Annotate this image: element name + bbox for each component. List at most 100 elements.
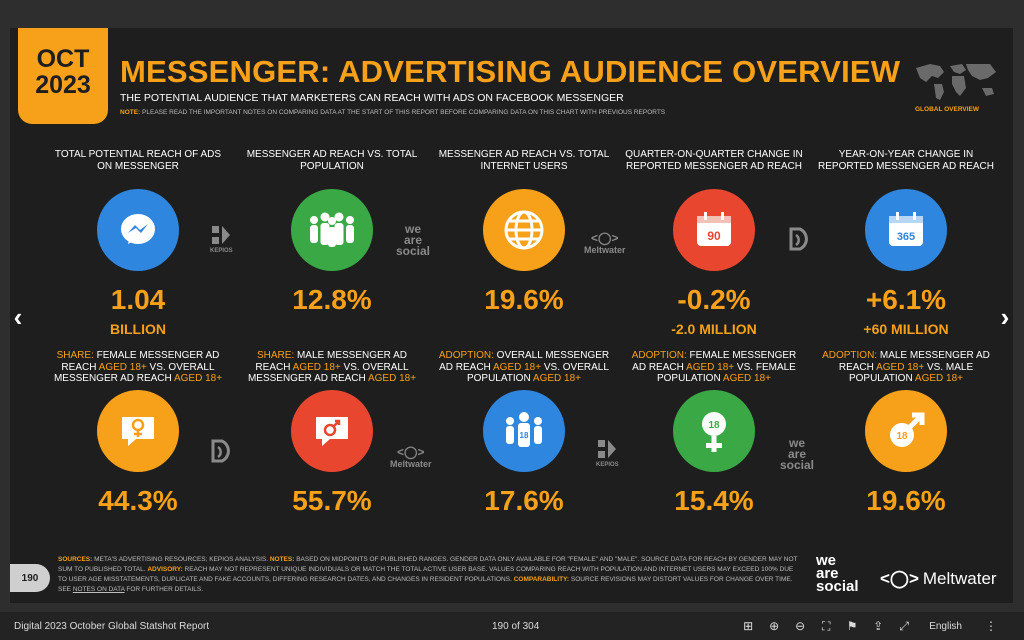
label-part: vs. FEMALE POPULATION bbox=[656, 361, 796, 385]
logo-we: we bbox=[816, 552, 837, 569]
meltwater-icon: <◯> bbox=[591, 231, 619, 245]
globe-icon bbox=[483, 189, 565, 271]
label-age: AGED 18+ bbox=[686, 361, 735, 373]
female-18-icon: 18 bbox=[673, 390, 755, 472]
label-age: AGED 18+ bbox=[292, 361, 341, 373]
kpi-vs-internet-users: MESSENGER AD REACH vs. TOTAL INTERNET US… bbox=[434, 149, 614, 315]
footer-label: COMPARABILITY: bbox=[513, 576, 570, 583]
label-age: AGED 18+ bbox=[367, 373, 417, 384]
messenger-icon bbox=[97, 189, 179, 271]
meltwater-logo: <◯> Meltwater bbox=[390, 445, 432, 469]
logo-we: we bbox=[405, 222, 422, 236]
kpi-value: 15.4% bbox=[674, 485, 754, 516]
we-are-social-brand: we are social bbox=[816, 552, 859, 595]
kpi-value: +6.1% bbox=[865, 284, 947, 315]
label-part: vs. OVERALL MESSENGER AD REACH bbox=[247, 361, 409, 385]
label-age: AGED 18+ bbox=[532, 373, 582, 384]
page-number-badge: 190 bbox=[10, 564, 50, 592]
people-icon bbox=[291, 189, 373, 271]
kpi-label: SHARE: FEMALE MESSENGER AD REACH AGED 18… bbox=[48, 350, 228, 390]
kpi-value: 12.8% bbox=[292, 284, 372, 315]
kpi-value: 44.3% bbox=[98, 485, 178, 516]
meltwater-text: Meltwater bbox=[922, 569, 997, 588]
calendar-number: 365 bbox=[897, 231, 915, 243]
female-chat-icon bbox=[97, 390, 179, 472]
label-prefix: ADOPTION: bbox=[438, 350, 494, 361]
calendar-365-icon: 365 bbox=[865, 189, 947, 271]
prev-slide-arrow-icon[interactable]: ‹ bbox=[13, 302, 23, 332]
slide-title: MESSENGER: ADVERTISING AUDIENCE OVERVIEW bbox=[120, 54, 901, 89]
male-18-icon: 18 bbox=[865, 390, 947, 472]
date-badge: OCT 2023 bbox=[18, 28, 108, 124]
kpi-label: ADOPTION: OVERALL MESSENGER AD REACH AGE… bbox=[434, 350, 614, 390]
meltwater-logo: <◯> Meltwater bbox=[584, 231, 626, 255]
datareportal-icon bbox=[788, 226, 814, 257]
label-prefix: ADOPTION: bbox=[631, 350, 687, 361]
kpi-vs-population: MESSENGER AD REACH vs. TOTAL POPULATION … bbox=[242, 149, 422, 315]
note-label: NOTE: bbox=[120, 109, 141, 116]
footer-label: ADVISORY: bbox=[147, 566, 183, 573]
kpi-value: 55.7% bbox=[292, 485, 372, 516]
kpi-label: ADOPTION: MALE MESSENGER AD REACH AGED 1… bbox=[816, 350, 996, 390]
label-part: vs. MALE POPULATION bbox=[848, 361, 974, 385]
language-selector[interactable]: English bbox=[929, 620, 962, 632]
meltwater-text: Meltwater bbox=[390, 459, 432, 469]
we-are-social-logo: we are social bbox=[396, 222, 430, 257]
world-map-icon bbox=[916, 64, 996, 100]
meltwater-text: Meltwater bbox=[584, 245, 626, 255]
document-title: Digital 2023 October Global Statshot Rep… bbox=[14, 621, 210, 632]
grid-view-icon[interactable]: ⊞ bbox=[743, 619, 754, 633]
label-age: AGED 18+ bbox=[876, 361, 925, 373]
footer-text: SOURCE REVISIONS MAY DISTORT VALUES FOR … bbox=[58, 576, 793, 593]
label-part: MALE MESSENGER AD REACH bbox=[255, 350, 408, 373]
label-prefix: ADOPTION: bbox=[822, 350, 878, 361]
label-part: FEMALE MESSENGER AD REACH bbox=[61, 350, 220, 373]
share-icon[interactable]: ⇪ bbox=[873, 619, 884, 633]
kpi-value: 19.6% bbox=[484, 284, 564, 315]
label-age: AGED 18+ bbox=[493, 361, 542, 373]
label-part: MALE MESSENGER AD REACH bbox=[838, 350, 990, 373]
viewer-toolbar: Digital 2023 October Global Statshot Rep… bbox=[0, 612, 1024, 640]
notes-on-data-link[interactable]: NOTES ON DATA bbox=[72, 586, 125, 593]
kepios-text: KEPIOS bbox=[210, 248, 233, 254]
kpi-sub: +60 MILLION bbox=[863, 321, 949, 337]
kpi-value: -0.2% bbox=[677, 284, 751, 315]
we-are-social-logo: we are social bbox=[780, 436, 815, 472]
label-prefix: SHARE: bbox=[56, 350, 94, 361]
kepios-logo: KEPIOS bbox=[210, 224, 233, 254]
label-part: vs. OVERALL POPULATION bbox=[466, 361, 609, 385]
fullscreen-icon[interactable]: ⤢ bbox=[899, 619, 909, 633]
more-options-icon[interactable]: ⋮ bbox=[985, 619, 997, 633]
age-number: 18 bbox=[896, 431, 908, 442]
global-overview-label: GLOBAL OVERVIEW bbox=[915, 106, 980, 113]
footer-text: META'S ADVERTISING RESOURCES; KEPIOS ANA… bbox=[92, 556, 270, 563]
logo-are: are bbox=[404, 233, 423, 247]
logo-we: we bbox=[789, 436, 806, 450]
bookmark-icon[interactable]: ⚑ bbox=[846, 619, 858, 633]
kpi-label: TOTAL POTENTIAL REACH OF ADS ON MESSENGE… bbox=[54, 149, 222, 172]
kpi-female-adoption: ADOPTION: FEMALE MESSENGER AD REACH AGED… bbox=[624, 350, 804, 516]
kpi-value: 17.6% bbox=[484, 485, 564, 516]
date-year: 2023 bbox=[35, 71, 91, 99]
footer-text: BASED ON MIDPOINTS OF PUBLISHED RANGES. … bbox=[58, 556, 798, 573]
zoom-out-icon[interactable]: ⊖ bbox=[795, 619, 806, 633]
next-slide-arrow-icon[interactable]: › bbox=[1000, 302, 1010, 332]
logo-social: social bbox=[780, 458, 815, 472]
kpi-label: MESSENGER AD REACH vs. TOTAL POPULATION bbox=[246, 149, 418, 172]
zoom-in-icon[interactable]: ⊕ bbox=[769, 619, 780, 633]
kpi-total-reach: TOTAL POTENTIAL REACH OF ADS ON MESSENGE… bbox=[48, 149, 228, 337]
male-chat-icon bbox=[291, 390, 373, 472]
logo-social: social bbox=[816, 578, 859, 595]
slide: OCT 2023 MESSENGER: ADVERTISING AUDIENCE… bbox=[10, 28, 1013, 603]
slide-footer: SOURCES: META'S ADVERTISING RESOURCES; K… bbox=[58, 555, 798, 595]
kpi-sub: BILLION bbox=[110, 321, 166, 337]
label-age: AGED 18+ bbox=[722, 373, 772, 384]
footer-label: NOTES: bbox=[269, 556, 295, 563]
kpi-sub: -2.0 MILLION bbox=[671, 321, 757, 337]
kpi-label: SHARE: MALE MESSENGER AD REACH AGED 18+ … bbox=[242, 350, 422, 390]
fit-screen-icon[interactable]: ⛶ bbox=[821, 619, 831, 633]
label-part: vs. OVERALL MESSENGER AD REACH bbox=[53, 361, 215, 385]
calendar-90-icon: 90 bbox=[673, 189, 755, 271]
slide-note: NOTE: PLEASE READ THE IMPORTANT NOTES ON… bbox=[120, 109, 665, 116]
